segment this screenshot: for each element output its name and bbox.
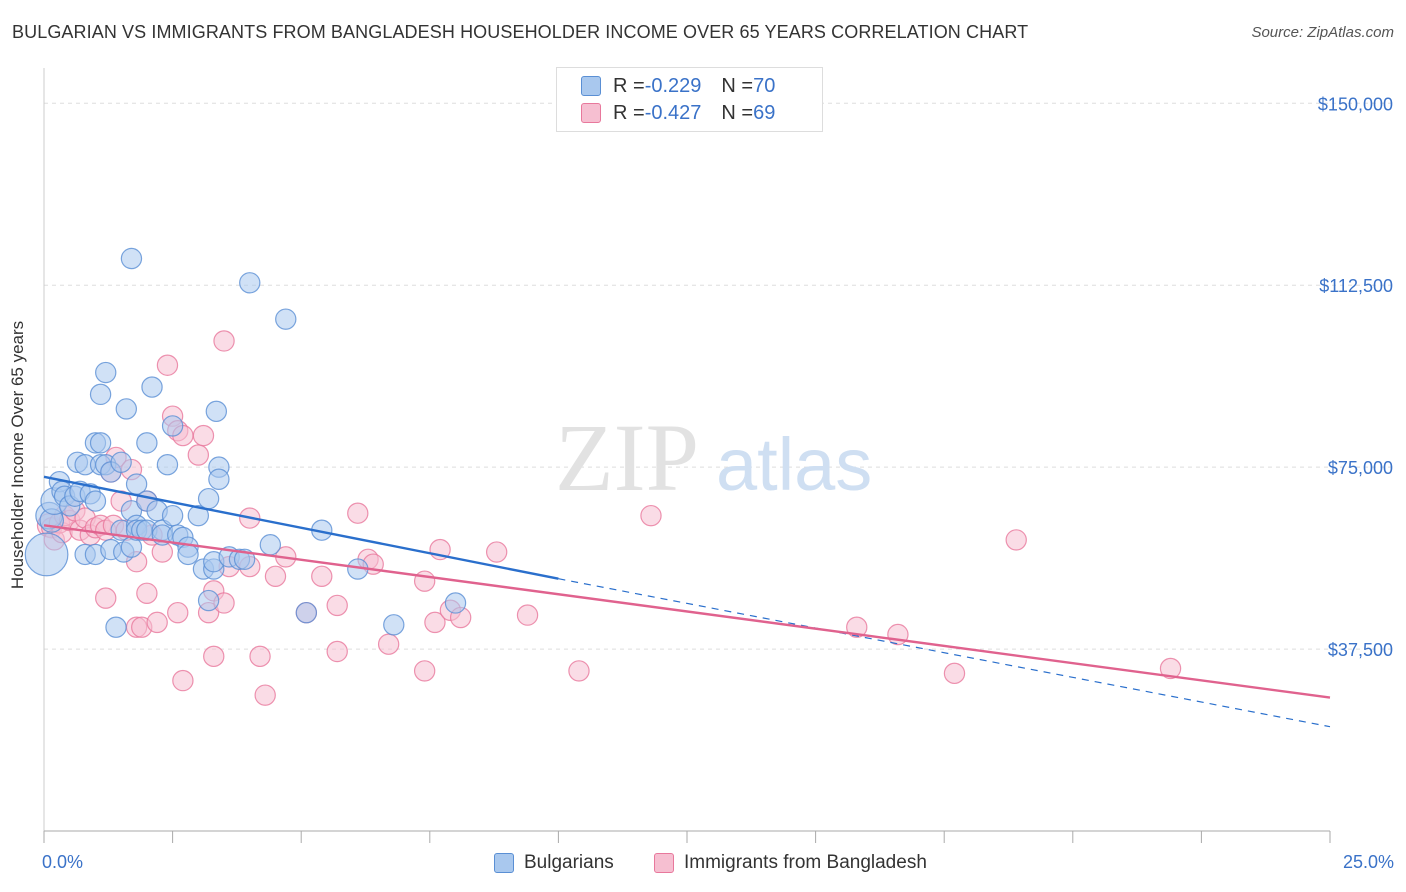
legend-r-label: R =: [613, 101, 645, 124]
point-bangladesh: [326, 594, 348, 617]
point-bulgarian: [161, 504, 184, 527]
point-bangladesh: [347, 502, 369, 524]
point-bulgarian: [141, 376, 163, 398]
point-bangladesh: [413, 660, 436, 682]
point-bulgarian: [95, 361, 117, 384]
point-bulgarian: [295, 601, 318, 624]
point-bangladesh: [846, 616, 868, 638]
point-bulgarian: [383, 614, 405, 636]
point-bangladesh: [424, 611, 446, 634]
y-tick-label: $150,000: [1318, 94, 1393, 114]
point-bulgarian: [110, 451, 132, 473]
point-bangladesh: [377, 633, 400, 655]
legend-swatch-pink: [654, 853, 674, 873]
point-bangladesh: [326, 640, 348, 663]
legend-swatch-blue: [494, 853, 514, 873]
legend-row-bulgarians: R = -0.229 N = 70: [581, 73, 775, 99]
point-bangladesh: [187, 444, 210, 466]
point-bulgarian: [275, 308, 297, 330]
data-points: [24, 247, 1182, 706]
y-tick-labels: $150,000 $112,500 $75,000 $37,500: [1318, 94, 1393, 660]
trend-lines: [43, 475, 1331, 728]
correlation-legend: R = -0.229 N = 70 R = -0.427 N = 69: [556, 67, 823, 132]
point-bangladesh: [249, 645, 271, 668]
point-bangladesh: [254, 684, 276, 706]
point-bulgarian: [259, 534, 282, 556]
y-tick-label: $37,500: [1328, 640, 1393, 660]
point-bangladesh: [264, 565, 287, 587]
point-bulgarian: [136, 432, 158, 454]
legend-label: Immigrants from Bangladesh: [684, 852, 927, 873]
point-bangladesh: [413, 570, 436, 592]
point-bulgarian: [197, 487, 220, 510]
point-bulgarian: [177, 543, 199, 566]
point-bangladesh: [1159, 657, 1182, 680]
point-bulgarian: [205, 400, 228, 423]
legend-r-value: -0.427: [644, 101, 702, 124]
point-bulgarian: [156, 454, 179, 476]
point-bangladesh: [640, 504, 662, 527]
legend-n-label: N =: [721, 101, 754, 124]
chart-title: BULGARIAN VS IMMIGRANTS FROM BANGLADESH …: [12, 22, 1029, 42]
point-bangladesh: [568, 660, 590, 682]
legend-n-value: 70: [753, 74, 776, 97]
point-bulgarian: [187, 504, 210, 527]
trend-line-bangladesh: [43, 524, 1331, 699]
point-bulgarian: [197, 589, 220, 612]
point-bangladesh: [943, 662, 966, 685]
point-bulgarian: [24, 532, 69, 577]
legend-swatch-blue: [581, 76, 601, 96]
point-bangladesh: [516, 604, 539, 626]
point-bulgarian: [208, 468, 230, 490]
point-bangladesh: [485, 541, 508, 563]
legend-row-bangladesh: R = -0.427 N = 69: [581, 100, 775, 126]
point-bulgarian: [120, 247, 143, 270]
legend-r-label: R =: [613, 74, 645, 97]
legend-swatch-pink: [581, 103, 601, 123]
point-bangladesh: [156, 354, 179, 376]
watermark-zip: ZIP: [555, 404, 699, 511]
x-tick-max: 25.0%: [1342, 852, 1394, 872]
legend-n-value: 69: [753, 101, 776, 124]
point-bulgarian: [105, 616, 127, 638]
chart-source: Source: ZipAtlas.com: [1251, 24, 1394, 41]
point-bangladesh: [167, 601, 189, 624]
point-bangladesh: [136, 582, 158, 604]
legend-item-bulgarians: Bulgarians: [494, 852, 614, 874]
y-tick-label: $75,000: [1328, 458, 1393, 478]
axes: [43, 68, 1331, 843]
point-bulgarian: [239, 272, 261, 294]
point-bulgarian: [84, 490, 107, 512]
legend-r-value: -0.229: [644, 74, 702, 97]
legend-item-bangladesh: Immigrants from Bangladesh: [654, 852, 927, 874]
y-tick-label: $112,500: [1319, 276, 1393, 296]
point-bangladesh: [192, 424, 215, 447]
point-bulgarian: [161, 415, 184, 437]
watermark-atlas: atlas: [716, 423, 872, 506]
watermark: ZIP atlas: [555, 404, 872, 511]
point-bangladesh: [213, 330, 235, 352]
point-bangladesh: [172, 669, 194, 692]
trend-line-bulgarians: [43, 475, 559, 580]
series-legend: Bulgarians Immigrants from Bangladesh: [0, 852, 1406, 878]
point-bulgarian: [89, 432, 112, 454]
trend-line-bulgarians-projection: [558, 578, 1331, 728]
point-bulgarian: [233, 548, 256, 571]
point-bangladesh: [203, 645, 225, 668]
point-bangladesh: [146, 611, 168, 634]
point-bulgarian: [115, 398, 138, 420]
x-tick-min: 0.0%: [42, 852, 84, 872]
legend-n-label: N =: [721, 74, 754, 97]
legend-label: Bulgarians: [524, 852, 614, 873]
point-bangladesh: [1005, 529, 1027, 551]
point-bangladesh: [95, 587, 117, 609]
point-bulgarian: [89, 383, 112, 406]
y-axis-label: Householder Income Over 65 years: [8, 320, 27, 590]
point-bulgarian: [444, 592, 467, 614]
point-bangladesh: [311, 565, 333, 587]
